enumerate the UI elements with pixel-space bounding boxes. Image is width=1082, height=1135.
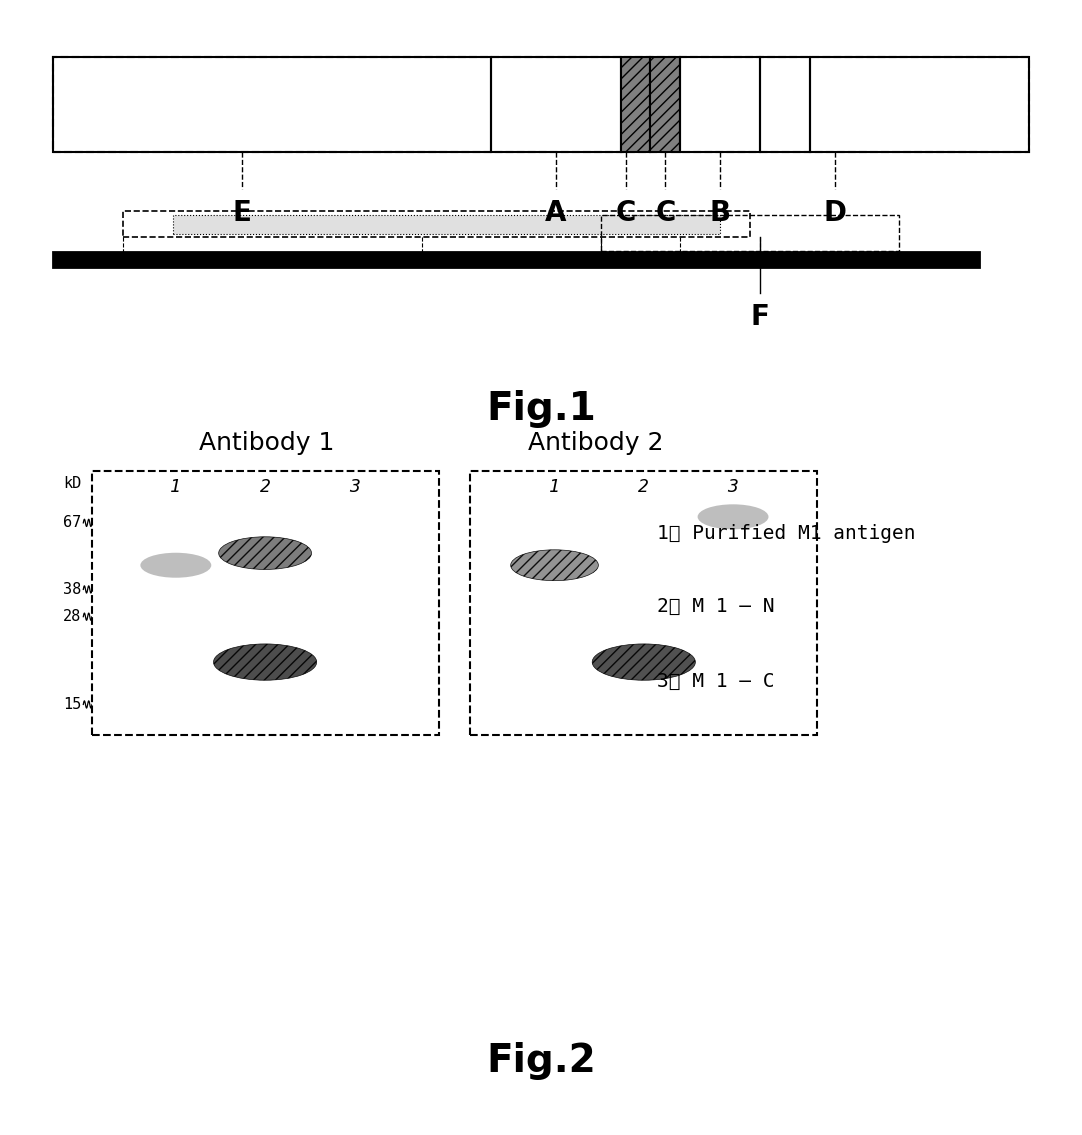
FancyBboxPatch shape	[621, 57, 650, 152]
Ellipse shape	[511, 549, 598, 581]
Ellipse shape	[592, 644, 696, 680]
Text: 2: 2	[260, 478, 270, 496]
Text: 67: 67	[64, 515, 81, 530]
Text: Fig.1: Fig.1	[486, 389, 596, 428]
Text: Antibody 1: Antibody 1	[199, 430, 334, 455]
Text: 2。 M 1 – N: 2。 M 1 – N	[658, 597, 775, 615]
Text: C: C	[616, 199, 636, 227]
Text: 1。 Purified M1 antigen: 1。 Purified M1 antigen	[658, 524, 916, 543]
FancyBboxPatch shape	[173, 216, 721, 234]
Text: 3。 M 1 – C: 3。 M 1 – C	[658, 672, 775, 690]
Text: Fig.2: Fig.2	[486, 1042, 596, 1081]
Text: A: A	[545, 199, 567, 227]
Ellipse shape	[213, 644, 317, 680]
Text: 2: 2	[638, 478, 649, 496]
Text: 28: 28	[64, 609, 81, 624]
Ellipse shape	[698, 504, 768, 529]
Text: B: B	[710, 199, 730, 227]
Text: 1: 1	[170, 478, 182, 496]
Text: 3: 3	[348, 478, 360, 496]
Text: 15: 15	[64, 697, 81, 712]
FancyBboxPatch shape	[650, 57, 681, 152]
FancyBboxPatch shape	[53, 252, 979, 268]
Text: F: F	[751, 303, 769, 330]
Text: 1: 1	[549, 478, 560, 496]
Text: 3: 3	[727, 478, 739, 496]
Text: 38: 38	[64, 582, 81, 597]
Text: D: D	[823, 199, 846, 227]
Ellipse shape	[219, 537, 312, 570]
Text: C: C	[656, 199, 675, 227]
Text: E: E	[233, 199, 252, 227]
Text: kD: kD	[64, 476, 81, 491]
Text: Antibody 2: Antibody 2	[528, 430, 664, 455]
Ellipse shape	[141, 553, 211, 578]
